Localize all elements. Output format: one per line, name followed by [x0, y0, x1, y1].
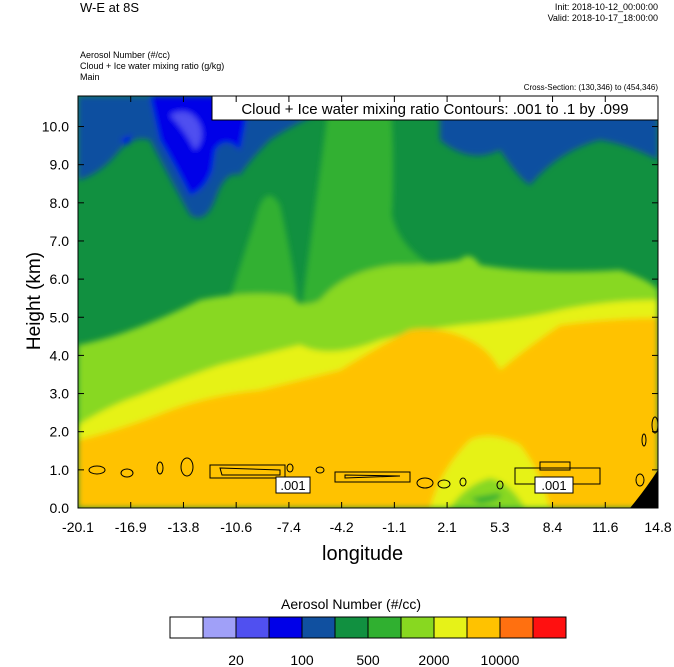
x-tick-label: -10.6: [220, 519, 252, 535]
colorbar-swatch: [334, 616, 369, 639]
y-tick-label: 4.0: [50, 347, 70, 363]
x-axis-label: longitude: [322, 543, 404, 565]
valid-time: Valid: 2018-10-17_18:00:00: [547, 13, 658, 23]
y-tick-label: 6.0: [50, 271, 70, 287]
x-tick-label: -16.9: [115, 519, 147, 535]
contour-label: .001: [541, 478, 566, 493]
contour-info-text: Cloud + Ice water mixing ratio Contours:…: [241, 101, 628, 118]
field-aerosol: Aerosol Number (#/cc): [80, 50, 171, 60]
colorbar-swatch: [466, 616, 501, 639]
y-axis-label: Height (km): [24, 251, 45, 351]
field-list: Aerosol Number (#/cc) Cloud + Ice water …: [80, 50, 224, 83]
colorbar-swatch: [169, 616, 204, 639]
colorbar-swatch: [301, 616, 336, 639]
y-axis: 0.0 1.0 2.0 3.0 4.0 5.0 6.0 7.0 8.0 9.0 10.0: [42, 119, 658, 516]
colorbar-tick-label: 100: [290, 652, 314, 667]
colorbar-tick-label: 500: [356, 652, 380, 667]
colorbar-swatch: [202, 616, 237, 639]
contour-label: .001: [280, 478, 305, 493]
colorbar: 20 100 500 2000 10000: [169, 616, 567, 667]
colorbar-swatch: [367, 616, 402, 639]
init-time: Init: 2018-10-12_00:00:00: [554, 2, 658, 12]
contour-info-box: [211, 95, 659, 121]
y-tick-label: 7.0: [50, 233, 70, 249]
aerosol-field: .001 .001: [78, 96, 658, 508]
x-tick-label: -13.8: [167, 519, 199, 535]
y-tick-label: 3.0: [50, 386, 70, 402]
x-tick-label: 11.6: [592, 519, 618, 535]
x-tick-label: -1.1: [382, 519, 406, 535]
field-cloud-ice: Cloud + Ice water mixing ratio (g/kg): [80, 61, 225, 71]
colorbar-swatch: [268, 616, 303, 639]
x-tick-label: 14.8: [644, 519, 671, 535]
colorbar-tick-label: 2000: [418, 652, 449, 667]
y-tick-label: 8.0: [50, 195, 70, 211]
colorbar-swatch: [532, 616, 567, 639]
colorbar-swatch: [499, 616, 534, 639]
x-tick-label: -4.2: [330, 519, 354, 535]
colorbar-swatch: [400, 616, 435, 639]
colorbar-swatch: [433, 616, 468, 639]
y-tick-label: 9.0: [50, 157, 70, 173]
y-tick-label: 5.0: [50, 309, 70, 325]
colorbar-tick-label: 10000: [481, 652, 520, 667]
y-tick-label: 10.0: [42, 119, 69, 135]
time-info: Init: 2018-10-12_00:00:00 Valid: 2018-10…: [548, 2, 658, 24]
contour-labels: .001 .001: [275, 476, 574, 494]
field-main: Main: [80, 72, 100, 82]
colorbar-title: Aerosol Number (#/cc): [281, 596, 422, 612]
x-axis: -20.1 -16.9 -13.8 -10.6 -7.4 -4.2 -1.1 2.1 5.3 8.…: [62, 96, 672, 535]
x-tick-label: -20.1: [62, 519, 94, 535]
y-tick-label: 1.0: [50, 462, 70, 478]
plot-title: W-E at 8S: [80, 0, 140, 15]
y-tick-label: 0.0: [50, 500, 70, 516]
cross-section-label: Cross-Section: (130,346) to (454,346): [523, 83, 658, 92]
x-tick-label: -7.4: [277, 519, 301, 535]
x-tick-label: 2.1: [437, 519, 457, 535]
colorbar-tick-label: 20: [228, 652, 244, 667]
x-tick-label: 5.3: [490, 519, 510, 535]
colorbar-swatch: [235, 616, 270, 639]
x-tick-label: 8.4: [543, 519, 563, 535]
y-tick-label: 2.0: [50, 424, 70, 440]
